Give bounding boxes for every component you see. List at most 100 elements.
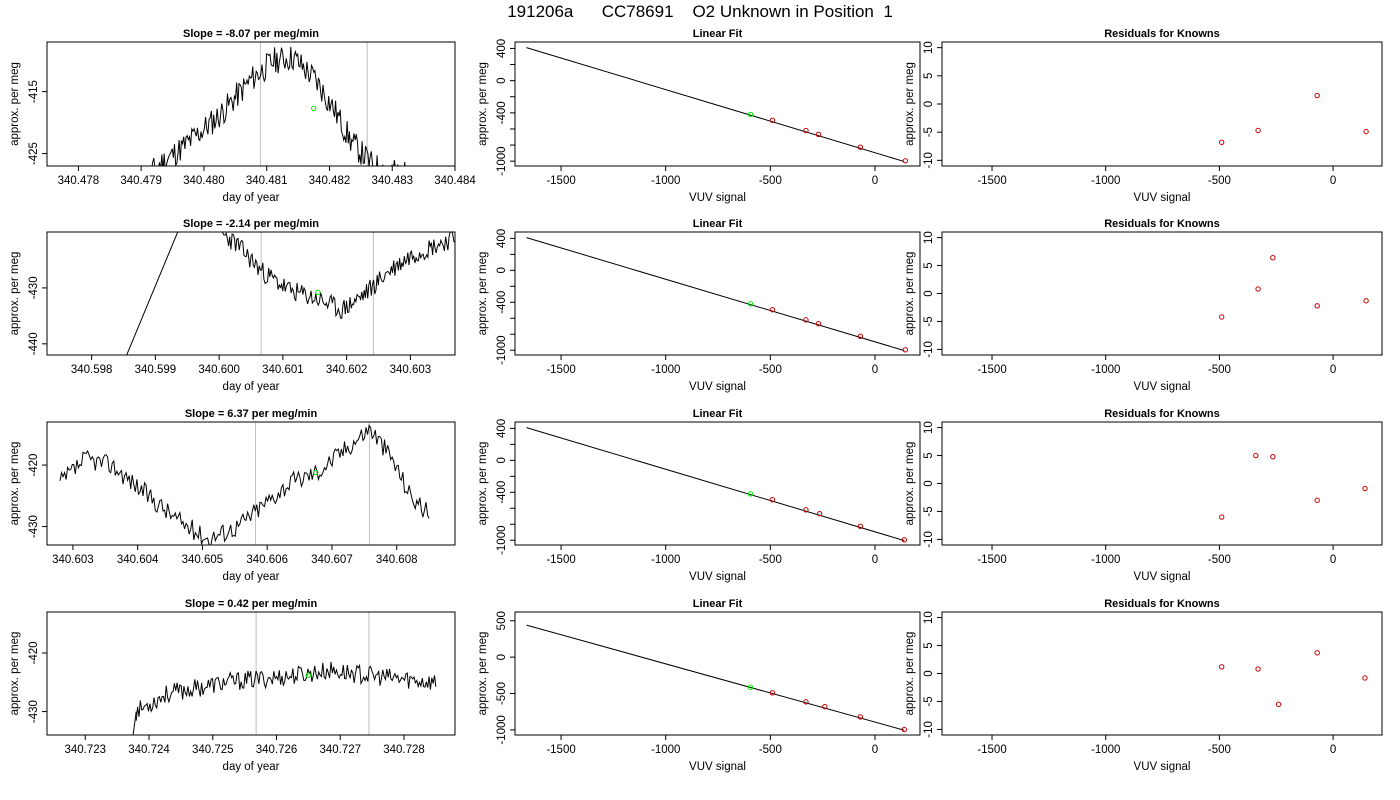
panel-title: Residuals for Knowns	[1104, 598, 1220, 610]
residual-point	[1218, 664, 1225, 670]
y-tick-label: 0	[923, 670, 935, 676]
x-tick-label: -500	[1208, 364, 1231, 376]
y-tick-label: -430	[28, 276, 40, 299]
x-axis-label: VUV signal	[689, 761, 746, 773]
panel-title: Residuals for Knowns	[1104, 28, 1220, 40]
x-tick-label: 0	[1330, 364, 1336, 376]
panel-title: Residuals for Knowns	[1104, 408, 1220, 420]
y-axis-label: approx. per meg	[477, 62, 489, 146]
y-tick-label: 0	[496, 457, 508, 463]
y-tick-label: -5	[923, 696, 935, 706]
x-tick-label: 340.600	[198, 364, 240, 376]
plot-area	[59, 422, 430, 545]
y-tick-label: -400	[496, 291, 508, 314]
x-tick-label: 340.607	[311, 554, 353, 566]
fit-line	[526, 624, 905, 731]
residual-point	[1275, 701, 1282, 707]
residual-point	[1253, 452, 1259, 459]
x-tick-label: 340.728	[383, 744, 425, 756]
plot-frame	[46, 231, 456, 356]
residual-point	[1255, 286, 1261, 292]
y-tick-label: -5	[923, 316, 935, 326]
residual-point	[1314, 92, 1320, 99]
plot-area	[526, 237, 909, 353]
known-point	[902, 158, 909, 164]
x-tick-label: 340.605	[182, 554, 224, 566]
y-axis-label: approx. per meg	[904, 442, 916, 526]
panel-title: Linear Fit	[693, 28, 743, 40]
y-tick-label: -430	[28, 700, 40, 723]
plot-frame	[941, 421, 1383, 546]
x-tick-label: -1000	[651, 175, 680, 187]
unknown-point	[747, 111, 754, 118]
plot-area	[1218, 92, 1369, 146]
x-tick-label: 340.484	[434, 175, 476, 187]
data-trace	[59, 424, 430, 545]
residual-point	[1314, 650, 1320, 656]
panel-row1-residuals: -1500 -1000 -500 0 10 5 0 -5 -10 Residuals for Kn…	[904, 28, 1383, 204]
x-tick-label: 340.727	[319, 744, 361, 756]
known-point	[901, 726, 908, 733]
page-title: 191206a CC78691 O2 Unknown in Position 1	[507, 2, 893, 21]
x-axis-label: day of year	[223, 761, 280, 773]
x-tick-label: -1500	[546, 364, 575, 376]
panel-row2-residuals: -1500 -1000 -500 0 10 5 0 -5 -10 Residuals for Kn…	[904, 218, 1383, 393]
y-axis-label: approx. per meg	[9, 632, 21, 716]
residual-point	[1314, 303, 1320, 309]
x-tick-label: -500	[1208, 554, 1231, 566]
y-tick-label: 0	[923, 101, 935, 107]
panel-title: Linear Fit	[693, 598, 743, 610]
y-tick-label: 5	[923, 642, 935, 648]
x-tick-label: 340.724	[128, 744, 170, 756]
residual-point	[1362, 485, 1368, 492]
unknown-point	[315, 289, 321, 296]
x-tick-label: 340.725	[192, 744, 234, 756]
x-tick-label: -1500	[977, 744, 1006, 756]
x-axis-label: VUV signal	[689, 571, 746, 583]
x-tick-label: -1000	[1091, 744, 1120, 756]
plot-area	[151, 42, 406, 166]
data-trace	[151, 46, 406, 166]
data-trace	[135, 661, 437, 721]
panel-title: Residuals for Knowns	[1104, 218, 1220, 230]
panel-title: Slope = -8.07 per meg/min	[183, 28, 319, 40]
y-tick-label: 0	[496, 267, 508, 273]
y-axis-label: approx. per meg	[477, 442, 489, 526]
x-tick-label: -1000	[651, 554, 680, 566]
panel-row3-residuals: -1500 -1000 -500 0 10 5 0 -5 -10 Residuals for Kn…	[904, 408, 1383, 583]
y-tick-label: -500	[496, 682, 508, 705]
y-tick-label: 0	[496, 77, 508, 83]
y-tick-label: -1000	[496, 146, 508, 175]
known-point	[902, 347, 909, 353]
x-tick-label: -500	[1208, 175, 1231, 187]
y-tick-label: 10	[923, 421, 935, 434]
y-tick-label: -400	[496, 481, 508, 504]
y-axis-label: approx. per meg	[9, 442, 21, 526]
y-tick-label: -10	[923, 531, 935, 548]
y-tick-label: 5	[923, 262, 935, 268]
x-tick-label: -500	[759, 175, 782, 187]
y-tick-label: -440	[28, 332, 40, 355]
x-tick-label: -1500	[977, 364, 1006, 376]
x-tick-label: -1000	[1091, 554, 1120, 566]
x-tick-label: -1500	[977, 175, 1006, 187]
plot-area	[1218, 255, 1369, 320]
x-tick-label: 340.478	[58, 175, 100, 187]
y-tick-label: -415	[28, 80, 40, 103]
known-point	[769, 307, 776, 313]
residual-point	[1255, 666, 1261, 672]
plot-area	[1218, 452, 1368, 520]
residual-point	[1218, 139, 1225, 146]
x-tick-label: -1000	[1091, 175, 1120, 187]
x-axis-label: VUV signal	[1134, 761, 1191, 773]
y-tick-label: -400	[496, 101, 508, 124]
x-tick-label: 340.602	[326, 364, 368, 376]
y-tick-label: 10	[923, 41, 935, 54]
x-tick-label: 0	[872, 554, 878, 566]
known-point	[769, 117, 776, 124]
panel-row4-residuals: -1500 -1000 -500 0 10 5 0 -5 -10 Residuals for Kn…	[904, 598, 1383, 773]
x-tick-label: 340.601	[262, 364, 304, 376]
x-tick-label: 340.481	[246, 175, 288, 187]
known-point	[816, 510, 823, 517]
residual-point	[1270, 255, 1276, 261]
